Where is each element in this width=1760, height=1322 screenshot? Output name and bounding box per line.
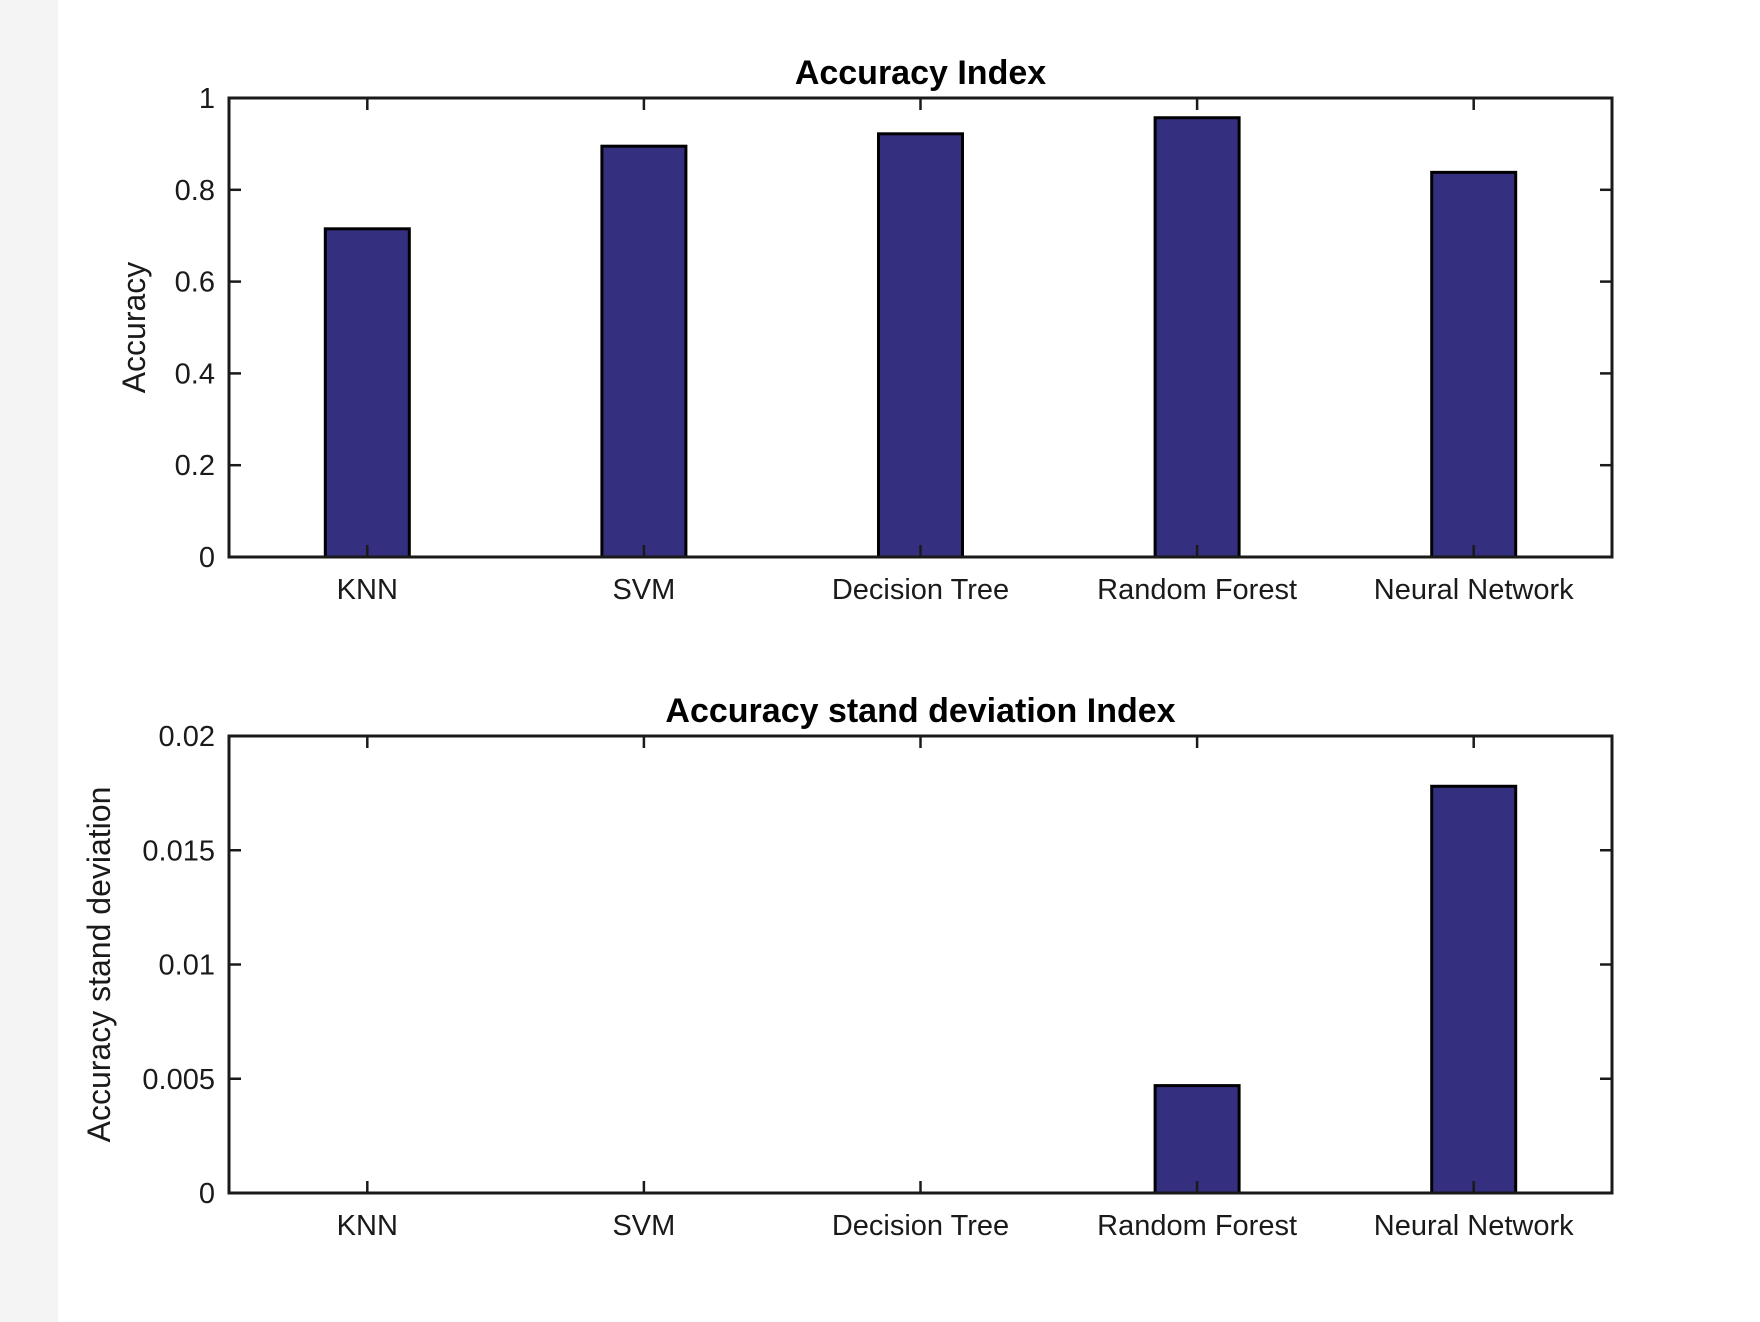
y-tick-label: 1: [199, 83, 215, 115]
x-tick-label: SVM: [612, 1210, 675, 1242]
y-tick-label: 0.4: [175, 358, 215, 390]
chart-title: Accuracy Index: [795, 54, 1046, 92]
bar-neural-network: [1430, 784, 1518, 1195]
y-tick-label: 0: [199, 1178, 215, 1210]
y-tick-label: 0: [199, 542, 215, 574]
chart-title: Accuracy stand deviation Index: [665, 692, 1175, 730]
bar-neural-network: [1430, 170, 1518, 559]
x-tick-label: Neural Network: [1374, 1210, 1574, 1242]
x-tick-label: KNN: [337, 1210, 398, 1242]
y-tick-label: 0.6: [175, 267, 215, 299]
page-margin-strip: [0, 0, 58, 1322]
x-tick-label: Random Forest: [1097, 574, 1297, 606]
bar-svm: [600, 144, 688, 559]
y-tick-label: 0.01: [159, 950, 215, 982]
y-axis-label: Accuracy: [116, 262, 152, 394]
y-tick-label: 0.2: [175, 450, 215, 482]
x-tick-label: KNN: [337, 574, 398, 606]
x-tick-label: Neural Network: [1374, 574, 1574, 606]
x-tick-label: Decision Tree: [832, 574, 1009, 606]
y-tick-label: 0.8: [175, 175, 215, 207]
y-tick-label: 0.02: [159, 721, 215, 753]
bar-random-forest: [1153, 116, 1241, 559]
chart-panel-2: Accuracy stand deviation Index KNN SVM Deci…: [81, 692, 1614, 1242]
x-tick-label: Random Forest: [1097, 1210, 1297, 1242]
bar-knn: [323, 227, 411, 559]
x-tick-label: Decision Tree: [832, 1210, 1009, 1242]
bar-random-forest: [1153, 1084, 1241, 1195]
y-tick-label: 0.005: [142, 1064, 215, 1096]
y-tick-label: 0.015: [142, 835, 215, 867]
y-axis-label: Accuracy stand deviation: [81, 787, 117, 1143]
x-tick-label: SVM: [612, 574, 675, 606]
axes-box: [227, 734, 1614, 1195]
bar-decision-tree: [877, 132, 964, 559]
chart-panel-1: Accuracy Index KNN SVM Decision Tree Random …: [116, 54, 1614, 606]
